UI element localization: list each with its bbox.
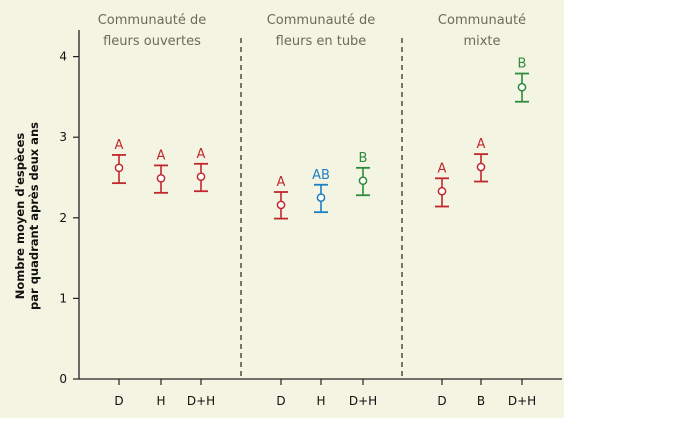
significance-label: A [197, 147, 206, 162]
mean-point [316, 193, 326, 202]
y-tick-label: 4 [59, 50, 67, 64]
y-axis-label: Nombre moyen d'espècespar quadrant après… [13, 122, 41, 310]
y-axis-label-line: par quadrant après deux ans [27, 122, 41, 310]
mean-point [196, 172, 206, 182]
y-tick-label: 3 [59, 130, 67, 144]
x-axis: D H D+H D H D+H D B D+H [79, 378, 562, 408]
x-tick-label: B [477, 394, 485, 408]
x-tick-label: D+H [508, 394, 536, 408]
panel-titles: Communauté de fleurs ouvertes Communauté d… [98, 13, 526, 49]
x-tick-label: H [316, 394, 325, 408]
mean-point [476, 162, 486, 172]
mean-point [156, 173, 166, 183]
panel-title-line: mixte [463, 34, 500, 49]
panel-separators [240, 38, 403, 379]
y-axis-label-line: Nombre moyen d'espèces [13, 133, 27, 300]
x-tick-label: H [156, 394, 165, 408]
significance-label: B [518, 57, 527, 72]
significance-label: A [277, 175, 286, 190]
panel-title-line: fleurs en tube [276, 34, 367, 49]
significance-label: A [157, 148, 166, 163]
significance-label: A [477, 137, 486, 152]
x-tick-label: D [114, 394, 123, 408]
panel-title-line: fleurs ouvertes [103, 34, 201, 49]
significance-label: A [438, 161, 447, 176]
significance-label: AB [312, 168, 330, 183]
mean-point [358, 176, 368, 186]
mean-point [114, 163, 124, 173]
y-axis: 0 1 2 3 4 Nombre moyen d'espècespar quadrant … [13, 30, 80, 386]
mean-point [276, 200, 286, 210]
y-tick-label: 0 [59, 372, 67, 386]
panel-title-line: Communauté [438, 13, 526, 28]
mean-point [517, 82, 527, 92]
y-tick-label: 2 [59, 211, 67, 225]
panel-title-line: Communauté de [267, 13, 376, 28]
x-tick-label: D+H [349, 394, 377, 408]
x-tick-label: D [437, 394, 446, 408]
significance-label: B [359, 151, 368, 166]
significance-label: A [115, 138, 124, 153]
panel-title-line: Communauté de [98, 13, 207, 28]
x-tick-label: D [276, 394, 285, 408]
mean-point [437, 186, 447, 196]
y-tick-label: 1 [59, 291, 67, 305]
x-tick-label: D+H [187, 394, 215, 408]
